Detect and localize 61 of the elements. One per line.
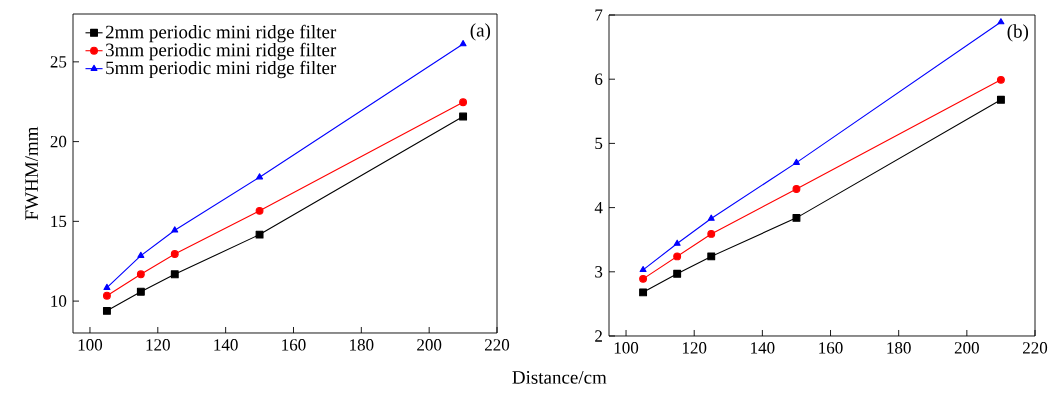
- point: [673, 252, 682, 261]
- y-tick-label: 7: [595, 9, 603, 21]
- legend-label: 5mm periodic mini ridge filter: [106, 60, 337, 79]
- y-tick-label: 6: [595, 73, 603, 85]
- point: [256, 173, 264, 180]
- point: [136, 270, 145, 279]
- point: [792, 185, 801, 193]
- x-tick-label: 220: [1023, 342, 1048, 354]
- legend-label: 2mm periodic mini ridge filter: [105, 24, 337, 43]
- point: [996, 75, 1005, 84]
- x-tick-label: 120: [146, 339, 170, 351]
- y-tick-label: 10: [51, 295, 67, 307]
- point: [673, 269, 682, 278]
- y-tick-label: 3: [595, 266, 603, 278]
- point: [997, 18, 1005, 25]
- y-tick-label: 25: [50, 56, 67, 68]
- y-tick-label: 15: [51, 215, 67, 228]
- point: [792, 158, 800, 165]
- y-tick-label: 20: [50, 135, 67, 148]
- point: [707, 229, 716, 238]
- y-tick-label: 5: [595, 137, 603, 150]
- point: [170, 250, 179, 258]
- point: [639, 274, 648, 283]
- point: [792, 213, 801, 222]
- x-tick-label: 160: [282, 339, 306, 351]
- point: [707, 252, 716, 261]
- point: [459, 112, 468, 121]
- point: [996, 95, 1005, 104]
- x-tick-label: 100: [614, 342, 639, 354]
- x-axis-title: Distance/cm: [512, 371, 607, 384]
- y-axis-title: FWHM/mm: [25, 126, 39, 220]
- annotation: (a): [470, 23, 491, 41]
- x-tick-label: 140: [751, 342, 775, 354]
- point: [459, 40, 467, 47]
- point: [255, 206, 264, 215]
- point: [102, 291, 111, 300]
- x-tick-label: 180: [887, 342, 911, 354]
- point: [639, 288, 648, 297]
- x-tick-label: 140: [214, 339, 238, 351]
- point: [136, 287, 145, 296]
- point: [103, 283, 111, 290]
- point: [673, 239, 681, 246]
- point: [171, 226, 179, 233]
- y-tick-label: 2: [595, 330, 602, 342]
- point: [137, 251, 145, 258]
- point: [102, 306, 111, 315]
- point: [639, 265, 647, 273]
- point: [707, 214, 715, 221]
- point: [255, 230, 264, 239]
- legend-label: 3mm periodic mini ridge filter: [106, 42, 337, 61]
- x-tick-label: 220: [485, 339, 510, 351]
- annotation: (b): [1007, 24, 1029, 42]
- x-tick-label: 120: [682, 342, 707, 354]
- x-tick-label: 180: [350, 339, 374, 351]
- y-tick-label: 4: [594, 202, 603, 214]
- point: [459, 98, 468, 107]
- point: [170, 270, 179, 279]
- x-tick-label: 200: [954, 342, 979, 354]
- x-tick-label: 160: [819, 342, 843, 354]
- x-tick-label: 100: [78, 339, 103, 351]
- x-tick-label: 200: [417, 339, 442, 351]
